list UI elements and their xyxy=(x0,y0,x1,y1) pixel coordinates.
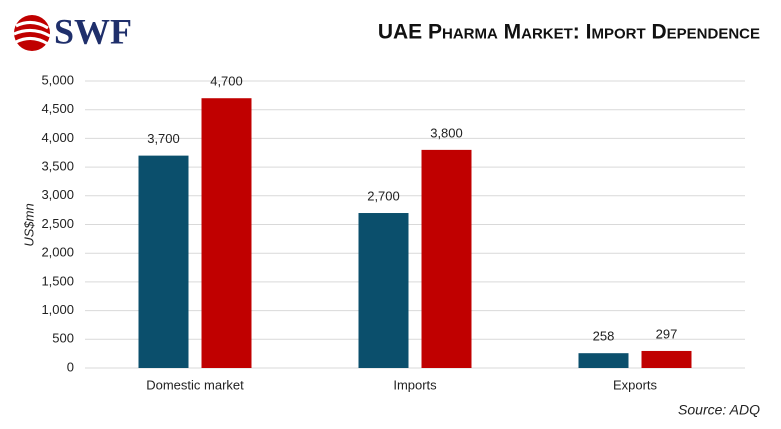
y-tick-label: 3,500 xyxy=(41,159,74,174)
chart-title: UAE Pharma Market: Import Dependence xyxy=(378,21,760,44)
bar xyxy=(358,213,409,368)
source: Source: ADQ xyxy=(678,402,760,418)
y-tick-label: 1,000 xyxy=(41,302,74,317)
bar xyxy=(421,149,472,368)
logo-text: SWF xyxy=(54,11,132,51)
y-tick-label: 4,000 xyxy=(41,130,74,145)
x-tick-label: Domestic market xyxy=(146,377,244,392)
bar xyxy=(201,98,252,368)
y-tick-label: 2,500 xyxy=(41,216,74,231)
y-tick-label: 500 xyxy=(52,331,74,346)
value-label: 3,800 xyxy=(430,125,463,140)
value-label: 258 xyxy=(593,329,615,344)
value-label: 4,700 xyxy=(210,74,243,89)
x-tick-label: Imports xyxy=(393,377,437,392)
bar xyxy=(138,155,189,368)
bar xyxy=(641,350,692,368)
y-tick-label: 3,000 xyxy=(41,187,74,202)
y-tick-label: 2,000 xyxy=(41,245,74,260)
value-label: 297 xyxy=(656,326,678,341)
logo: SWF xyxy=(13,11,132,51)
y-tick-label: 1,500 xyxy=(41,273,74,288)
x-tick-label: Exports xyxy=(613,377,658,392)
y-tick-label: 0 xyxy=(67,359,74,374)
logo-swirl xyxy=(13,21,51,46)
value-label: 3,700 xyxy=(147,131,180,146)
bar xyxy=(578,353,629,368)
y-axis-label: US$mn xyxy=(21,203,36,246)
y-tick-label: 5,000 xyxy=(41,72,74,87)
value-label: 2,700 xyxy=(367,188,400,203)
y-tick-label: 4,500 xyxy=(41,101,74,116)
